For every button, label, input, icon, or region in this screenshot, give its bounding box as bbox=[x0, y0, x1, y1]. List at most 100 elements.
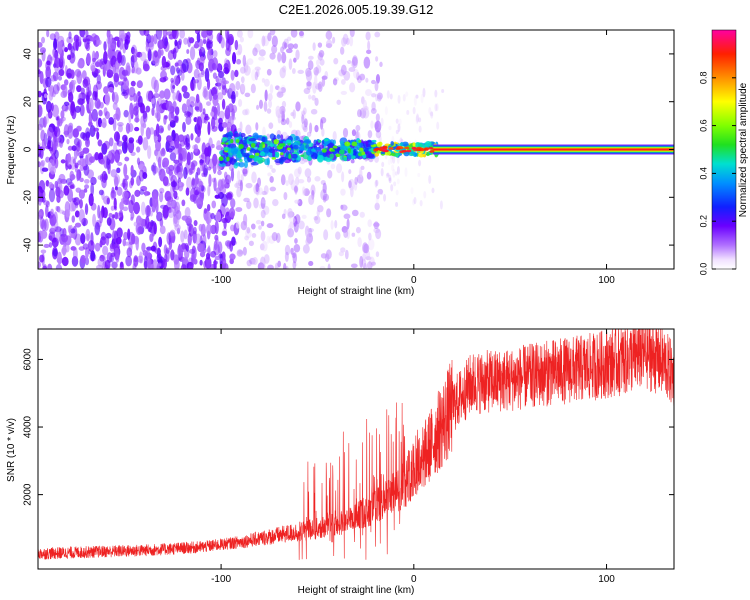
spectrogram-cell bbox=[237, 98, 243, 107]
spectrogram-cell bbox=[295, 101, 301, 112]
spectrogram-cell bbox=[365, 31, 371, 41]
spectrogram-cell bbox=[195, 233, 202, 246]
spectrogram-cell bbox=[423, 148, 429, 151]
spectrogram-cell bbox=[152, 162, 157, 176]
spectrogram-cell bbox=[112, 64, 117, 75]
spectrogram-cell bbox=[260, 197, 266, 209]
spectrogram-cell bbox=[164, 37, 169, 47]
spectrogram-cell bbox=[141, 242, 146, 253]
snr-panel: -100 0 100 2000 4000 6000 Height of straight… bbox=[6, 328, 675, 596]
spectrogram-cell bbox=[221, 230, 228, 237]
spectrogram-cell bbox=[118, 81, 124, 86]
spectrogram-cell bbox=[419, 200, 423, 207]
colorbar-tick-label: 0.8 bbox=[698, 72, 708, 85]
spectrogram-cell bbox=[281, 213, 286, 220]
spectrogram-cell bbox=[340, 46, 345, 55]
spectrogram-cell bbox=[336, 163, 343, 174]
spectrogram-cell bbox=[183, 91, 190, 99]
spectrogram-cell bbox=[193, 143, 199, 153]
spectrogram-cell bbox=[290, 30, 298, 38]
spectrogram-cell bbox=[49, 227, 56, 235]
spectrogram-cell bbox=[107, 47, 113, 60]
spectrogram-cell bbox=[243, 160, 248, 169]
spectrogram-cell bbox=[119, 261, 124, 268]
spectrogram-cell bbox=[413, 196, 417, 205]
spectrogram-cell bbox=[325, 30, 333, 40]
spectrogram-cell bbox=[334, 219, 338, 229]
spectrogram-cell bbox=[244, 108, 250, 116]
spectrogram-cell bbox=[105, 232, 112, 239]
spectrogram-cell bbox=[353, 148, 357, 156]
spectrogram-cell bbox=[207, 166, 212, 171]
spectrogram-cell bbox=[358, 139, 362, 143]
spectrogram-cell bbox=[212, 86, 219, 101]
spectrogram-cell bbox=[88, 193, 94, 207]
spectrogram-cell bbox=[113, 36, 120, 42]
spectrogram-cell bbox=[200, 185, 205, 192]
spectrogram-cell bbox=[267, 93, 273, 101]
spectrogram-cell bbox=[110, 193, 116, 200]
spectrogram-cell bbox=[70, 101, 76, 114]
spectrogram-cell bbox=[121, 91, 128, 97]
spectrogram-cell bbox=[351, 129, 357, 137]
spectrogram-cell bbox=[151, 60, 156, 66]
spectrogram-cell bbox=[81, 70, 87, 80]
spectrogram-cell bbox=[302, 107, 307, 115]
spectrogram-cell bbox=[342, 127, 349, 138]
spectrogram-cell bbox=[38, 179, 46, 194]
spectrogram-cell bbox=[260, 209, 266, 219]
spectrogram-cell bbox=[111, 214, 116, 219]
spectrogram-cell bbox=[66, 138, 70, 145]
spectrogram-cell bbox=[211, 62, 217, 70]
spectrogram-cell bbox=[349, 30, 355, 38]
spectrogram-cell bbox=[172, 85, 176, 90]
spectrogram-cell bbox=[93, 72, 98, 79]
spectrogram-cell bbox=[251, 257, 258, 266]
spectrogram-cell bbox=[408, 151, 416, 155]
spectrogram-cell bbox=[272, 150, 276, 158]
spectrogram-cell bbox=[227, 122, 231, 128]
spectrogram-cell bbox=[257, 147, 264, 151]
spectrogram-cell bbox=[106, 197, 110, 205]
spectrogram-cell bbox=[389, 93, 393, 100]
spectrogram-cell bbox=[49, 85, 54, 98]
spectrogram-cell bbox=[125, 122, 131, 134]
spectrogram-cell bbox=[67, 188, 74, 203]
spectrogram-cell bbox=[238, 161, 245, 168]
spectrogram-cell bbox=[205, 223, 212, 236]
spectrogram-cell bbox=[86, 53, 91, 65]
spectrogram-cell bbox=[185, 111, 192, 117]
spectrogram-cell bbox=[383, 193, 387, 202]
spectrogram-cell bbox=[225, 47, 231, 57]
spectrogram-cell bbox=[104, 111, 110, 120]
spectrogram-cell bbox=[276, 91, 284, 98]
spectrogram-cell bbox=[335, 153, 341, 158]
spectrogram-cell bbox=[45, 204, 49, 218]
spectrogram-cell bbox=[211, 125, 218, 132]
snr-frame bbox=[37, 328, 675, 570]
spectrogram-cell bbox=[327, 169, 333, 179]
spectrogram-cell bbox=[140, 201, 146, 216]
spectrogram-cell bbox=[345, 37, 350, 46]
spectrogram-cell bbox=[362, 108, 370, 119]
spectrogram-cell bbox=[70, 246, 76, 251]
spectrogram-cell bbox=[280, 86, 286, 94]
spectrogram-cell bbox=[166, 31, 173, 36]
spectrogram-cell bbox=[211, 143, 215, 149]
spectrogram-cell bbox=[297, 69, 305, 75]
spectrogram-cell bbox=[130, 233, 136, 245]
spectrogram-cell bbox=[123, 241, 130, 246]
spectrogram-cell bbox=[245, 228, 252, 239]
spectrogram-cell bbox=[100, 122, 107, 128]
spectrogram-cell bbox=[79, 150, 85, 156]
spectrogram-cell bbox=[55, 263, 63, 269]
spectrogram-cell bbox=[317, 139, 322, 143]
spectrogram-cell bbox=[134, 126, 140, 132]
spectrogram-cell bbox=[332, 145, 338, 149]
spectrogram-cell bbox=[219, 202, 226, 217]
spectrogram-cell bbox=[94, 61, 100, 68]
spectrogram-cell bbox=[41, 36, 46, 44]
spectrogram-cell bbox=[410, 187, 414, 195]
spectrogram-cell bbox=[45, 100, 52, 113]
spectrogram-cell bbox=[74, 162, 79, 169]
